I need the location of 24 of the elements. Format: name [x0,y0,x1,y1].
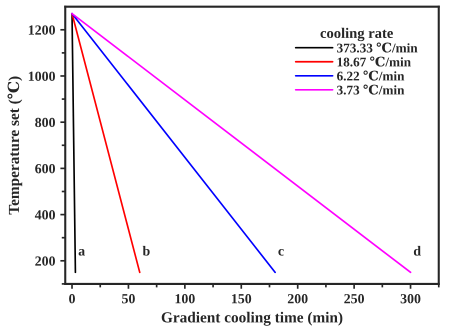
annotation: c [278,248,284,256]
y-tick-label: 400 [34,210,55,220]
y-tick-label: 600 [35,164,55,174]
x-tick-label: 100 [176,294,195,304]
legend-label: 6.22 ℃/min [337,70,404,81]
annotation: a [78,248,85,256]
y-tick-label: 1200 [28,25,55,35]
annotation: b [142,246,150,256]
legend-label: 18.67 ℃/min [338,56,411,67]
y-tick-label: 1000 [28,72,55,81]
x-tick-label: 0 [69,294,75,304]
y-axis-title: Temperature set (℃) [7,76,22,214]
y-tick-label: 200 [35,256,55,266]
annotation: d [414,246,421,256]
x-axis-title: Gradient cooling time (min) [162,312,342,326]
x-tick-label: 300 [400,294,420,304]
x-tick-label: 200 [288,294,308,304]
legend-label: 373.33 ℃/min [337,42,418,53]
x-tick-label: 250 [344,294,364,304]
legend-label: 3.73 ℃/min [337,84,404,95]
x-tick-label: 50 [122,294,135,304]
y-tick-label: 800 [35,118,55,128]
legend-title: cooling rate [320,28,393,42]
x-tick-label: 150 [232,294,252,304]
